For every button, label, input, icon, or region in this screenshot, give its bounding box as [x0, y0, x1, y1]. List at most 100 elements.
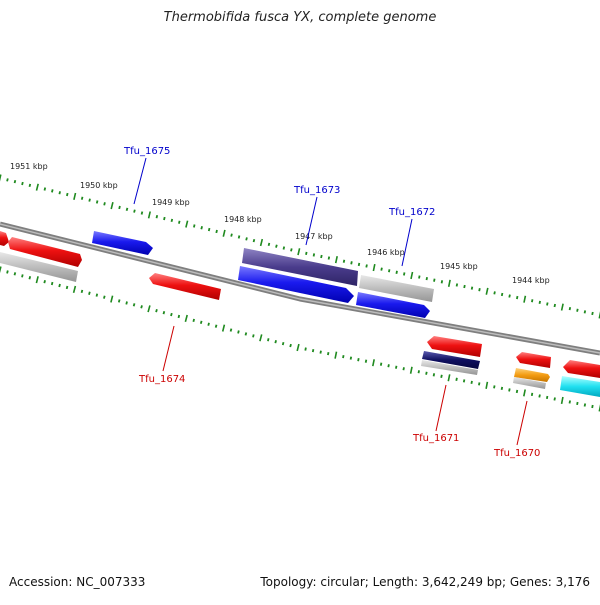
gene-tfu-1674[interactable]: [149, 273, 221, 300]
upper-scale-tick: [21, 181, 24, 186]
lower-scale-tick: [58, 283, 61, 288]
scale-label-1947: 1947 kbp: [295, 232, 333, 241]
lower-scale-tick: [184, 314, 188, 323]
lower-scale-tick: [530, 392, 534, 397]
lower-scale-tick: [508, 388, 511, 392]
upper-scale-tick: [66, 192, 69, 197]
label-tfu-1674[interactable]: Tfu_1674: [138, 374, 185, 385]
lower-scale-tick: [425, 371, 428, 375]
gene-red-right-partial[interactable]: [563, 360, 600, 378]
upper-scale-tick: [80, 196, 84, 200]
lower-scale-tick: [591, 404, 594, 409]
lower-scale-tick: [470, 380, 473, 384]
lower-scale-tick: [372, 359, 375, 367]
upper-scale-tick: [516, 295, 519, 300]
upper-scale-tick: [455, 283, 459, 287]
lower-scale-tick: [417, 370, 420, 374]
lower-scale-tick: [334, 351, 338, 359]
lower-scale-tick: [192, 318, 195, 323]
gene-red-1671[interactable]: [427, 336, 482, 357]
lower-scale-tick: [546, 395, 549, 400]
label-tfu-1673[interactable]: Tfu_1673: [293, 185, 340, 196]
gene-tfu-1672[interactable]: [356, 292, 430, 318]
upper-scale-tick: [51, 189, 54, 193]
gene-tfu-1673[interactable]: [238, 266, 354, 303]
lower-scale-tick: [252, 334, 255, 338]
upper-scale-tick: [185, 220, 189, 228]
gene-navy-1673[interactable]: [242, 248, 358, 286]
lower-scale-tick: [538, 394, 541, 398]
upper-scale-tick: [290, 248, 293, 252]
lower-scale-tick: [379, 362, 383, 366]
leader-tfu-1673: [305, 196, 318, 246]
lower-scale-tick: [0, 266, 2, 274]
upper-scale-tick: [440, 280, 444, 284]
gene-labels: Tfu_1675 Tfu_1673 Tfu_1672 Tfu_1674 Tfu_…: [123, 146, 540, 459]
upper-scale-tick: [6, 178, 9, 182]
gene-gray-1670[interactable]: [513, 377, 546, 389]
upper-scale-tick: [222, 229, 226, 237]
gene-tfu-1670[interactable]: [514, 368, 550, 382]
gene-cyan-right-partial[interactable]: [560, 376, 600, 397]
gene-red-left[interactable]: [8, 237, 82, 267]
scale-label-1944: 1944 kbp: [512, 276, 550, 285]
upper-scale-tick: [200, 226, 203, 230]
gene-red-1670[interactable]: [516, 352, 551, 368]
lower-scale-tick: [364, 359, 368, 363]
upper-scale-tick: [508, 294, 511, 298]
gene-tfu-1675[interactable]: [92, 231, 153, 255]
genome-backbone: [0, 221, 600, 356]
upper-scale-tick: [350, 261, 353, 265]
lower-scale-tick: [214, 324, 218, 328]
gene-darknavy-1671[interactable]: [422, 351, 480, 369]
upper-scale-tick: [193, 224, 196, 228]
upper-scale-tick: [478, 288, 481, 292]
lower-scale-tick: [583, 403, 587, 407]
lower-scale-tick: [523, 389, 526, 397]
lower-scale-tick: [296, 343, 300, 352]
lower-scale-tick: [267, 338, 270, 342]
label-tfu-1671[interactable]: Tfu_1671: [412, 433, 459, 444]
upper-scale-tick: [372, 263, 376, 272]
gene-gray-left[interactable]: [0, 252, 78, 282]
gene-gray-1672[interactable]: [359, 275, 434, 302]
leader-tfu-1674: [162, 325, 175, 372]
upper-scale-tick: [538, 300, 541, 304]
lower-scale-tick: [147, 305, 151, 313]
lower-scale-tick: [155, 308, 158, 313]
gene-tfu-1671[interactable]: [421, 360, 478, 375]
upper-scale-tick: [95, 200, 99, 204]
upper-scale-tick: [463, 284, 466, 289]
upper-scale-tick: [591, 311, 594, 316]
label-tfu-1675[interactable]: Tfu_1675: [123, 146, 170, 157]
label-tfu-1672[interactable]: Tfu_1672: [388, 207, 435, 218]
lower-scale-tick: [387, 364, 390, 368]
upper-scale-tick: [546, 302, 549, 306]
upper-scale-tick: [576, 308, 579, 312]
lower-scale-tick: [237, 330, 240, 334]
upper-scale-tick: [58, 191, 61, 195]
upper-scale-tick: [312, 253, 316, 257]
lower-scale-tick: [72, 285, 77, 294]
upper-scale-tick: [568, 307, 572, 311]
lower-scale-tick: [447, 374, 451, 382]
genes: [0, 231, 600, 397]
upper-scale-tick: [553, 303, 556, 308]
lower-scale-tick: [88, 291, 91, 295]
upper-scale-tick: [425, 277, 428, 281]
upper-scale-tick: [230, 233, 233, 237]
upper-scale-tick: [410, 271, 414, 280]
label-tfu-1670[interactable]: Tfu_1670: [493, 448, 540, 459]
scale-ticks-lower: [0, 266, 600, 412]
gene-red-left-partial[interactable]: [0, 231, 9, 246]
upper-scale-tick: [13, 179, 17, 184]
upper-scale-tick: [297, 248, 301, 256]
upper-scale-tick: [365, 264, 368, 268]
upper-scale-tick: [447, 279, 451, 287]
scale-label-1951: 1951 kbp: [10, 162, 48, 171]
upper-scale-tick: [28, 183, 32, 188]
upper-scale-tick: [88, 198, 91, 202]
lower-scale-tick: [13, 272, 17, 276]
upper-scale-tick: [395, 270, 398, 274]
lower-scale-tick: [576, 401, 579, 406]
